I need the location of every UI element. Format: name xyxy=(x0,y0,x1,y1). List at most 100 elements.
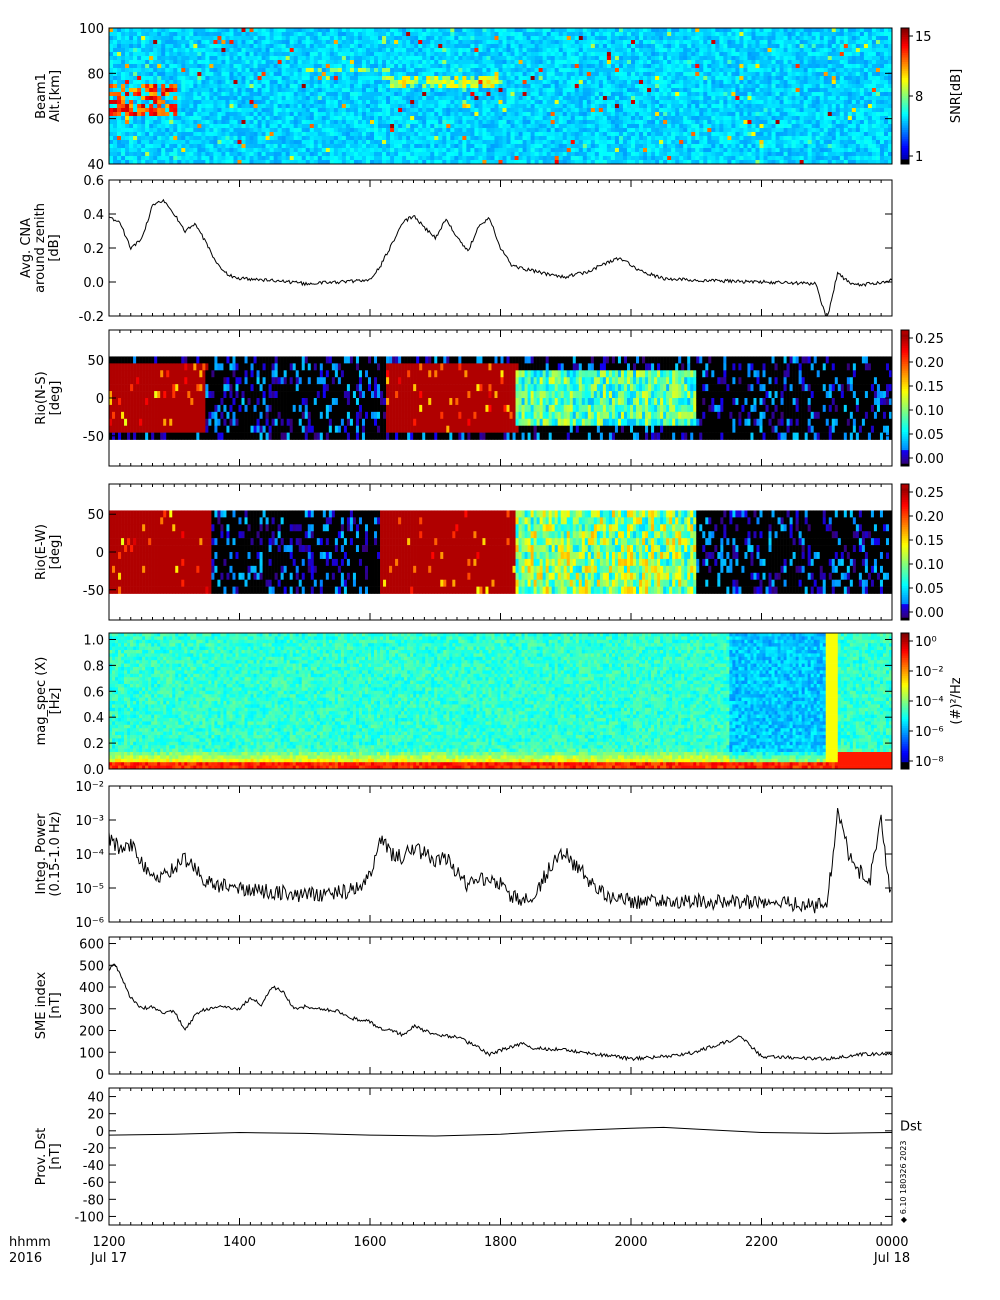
heatmap-cell xyxy=(141,152,146,157)
heatmap-cell xyxy=(337,112,343,117)
heatmap-cell xyxy=(406,144,411,149)
heatmap-cell xyxy=(558,84,564,89)
heatmap-cell xyxy=(402,28,407,33)
heatmap-cell xyxy=(133,52,138,57)
heatmap-cell xyxy=(293,68,299,73)
heatmap-cell xyxy=(502,116,507,121)
heatmap-cell xyxy=(365,108,371,113)
heatmap-cell xyxy=(245,44,250,49)
heatmap-cell xyxy=(486,44,491,49)
heatmap-cell xyxy=(197,48,202,53)
heatmap-cell xyxy=(133,64,138,69)
heatmap-cell xyxy=(237,136,242,141)
heatmap-cell xyxy=(281,80,286,85)
heatmap-cell xyxy=(374,144,379,149)
heatmap-cell xyxy=(522,108,527,113)
heatmap-cell xyxy=(602,96,608,101)
heatmap-cell xyxy=(502,112,507,117)
heatmap-cell xyxy=(562,128,568,133)
heatmap-cell xyxy=(277,144,282,149)
heatmap-cell xyxy=(378,124,383,129)
heatmap-cell xyxy=(430,76,435,81)
heatmap-cell xyxy=(651,104,656,109)
heatmap-cell xyxy=(209,128,214,133)
heatmap-cell xyxy=(622,36,628,41)
heatmap-cell xyxy=(145,44,150,49)
heatmap-cell xyxy=(374,48,379,53)
heatmap-cell xyxy=(602,148,608,153)
heatmap-cell xyxy=(165,64,170,69)
heatmap-cell xyxy=(265,68,270,73)
heatmap-cell xyxy=(277,140,282,145)
heatmap-cell xyxy=(490,132,495,137)
heatmap-cell xyxy=(410,28,415,33)
heatmap-cell xyxy=(382,56,387,61)
heatmap-cell xyxy=(643,156,648,161)
heatmap-cell xyxy=(273,60,278,65)
heatmap-cell xyxy=(305,160,311,165)
heatmap-cell xyxy=(438,148,443,153)
heatmap-cell xyxy=(542,160,547,165)
heatmap-cell xyxy=(113,64,118,69)
heatmap-cell xyxy=(410,52,415,57)
heatmap-cell xyxy=(333,136,339,141)
heatmap-cell xyxy=(398,104,403,109)
heatmap-cell xyxy=(578,48,584,53)
heatmap-cell xyxy=(430,36,435,41)
heatmap-cell xyxy=(506,124,511,129)
heatmap-cell xyxy=(506,36,511,41)
heatmap-cell xyxy=(398,72,403,77)
heatmap-cell xyxy=(590,152,596,157)
heatmap-cell xyxy=(574,116,580,121)
heatmap-cell xyxy=(474,72,479,77)
heatmap-cell xyxy=(273,152,278,157)
heatmap-cell xyxy=(679,60,684,65)
heatmap-cell xyxy=(370,148,375,153)
heatmap-cell xyxy=(345,88,351,93)
heatmap-cell xyxy=(671,156,676,161)
heatmap-cell xyxy=(317,32,323,37)
heatmap-cell xyxy=(365,40,371,45)
heatmap-cell xyxy=(149,148,154,153)
heatmap-cell xyxy=(631,104,636,109)
heatmap-cell xyxy=(671,64,676,69)
heatmap-cell xyxy=(486,124,491,129)
heatmap-cell xyxy=(450,104,455,109)
heatmap-cell xyxy=(398,160,403,165)
heatmap-cell xyxy=(333,64,339,69)
heatmap-cell xyxy=(474,68,479,73)
heatmap-cell xyxy=(361,32,367,37)
heatmap-cell xyxy=(169,48,174,53)
heatmap-cell xyxy=(570,156,576,161)
heatmap-cell xyxy=(502,76,507,81)
heatmap-cell xyxy=(675,44,680,49)
heatmap-cell xyxy=(125,48,130,53)
heatmap-cell xyxy=(390,136,395,141)
heatmap-cell xyxy=(522,72,527,77)
heatmap-cell xyxy=(133,116,138,121)
heatmap-cell xyxy=(349,44,355,49)
heatmap-cell xyxy=(590,112,596,117)
heatmap-cell xyxy=(550,36,556,41)
heatmap-cell xyxy=(590,160,596,165)
heatmap-cell xyxy=(422,124,427,129)
heatmap-cell xyxy=(462,76,467,81)
heatmap-cell xyxy=(333,60,339,65)
heatmap-cell xyxy=(602,128,608,133)
heatmap-cell xyxy=(141,140,146,145)
heatmap-cell xyxy=(374,92,379,97)
heatmap-cell xyxy=(610,32,616,37)
heatmap-cell xyxy=(133,160,138,165)
heatmap-cell xyxy=(639,84,644,89)
heatmap-cell xyxy=(498,136,503,141)
heatmap-cell xyxy=(177,144,182,149)
heatmap-cell xyxy=(510,72,515,77)
heatmap-cell xyxy=(201,124,206,129)
heatmap-cell xyxy=(129,136,134,141)
heatmap-cell xyxy=(181,128,186,133)
heatmap-cell xyxy=(321,104,327,109)
heatmap-cell xyxy=(562,48,568,53)
heatmap-cell xyxy=(145,128,150,133)
heatmap-cell xyxy=(213,40,218,45)
heatmap-cell xyxy=(189,140,194,145)
